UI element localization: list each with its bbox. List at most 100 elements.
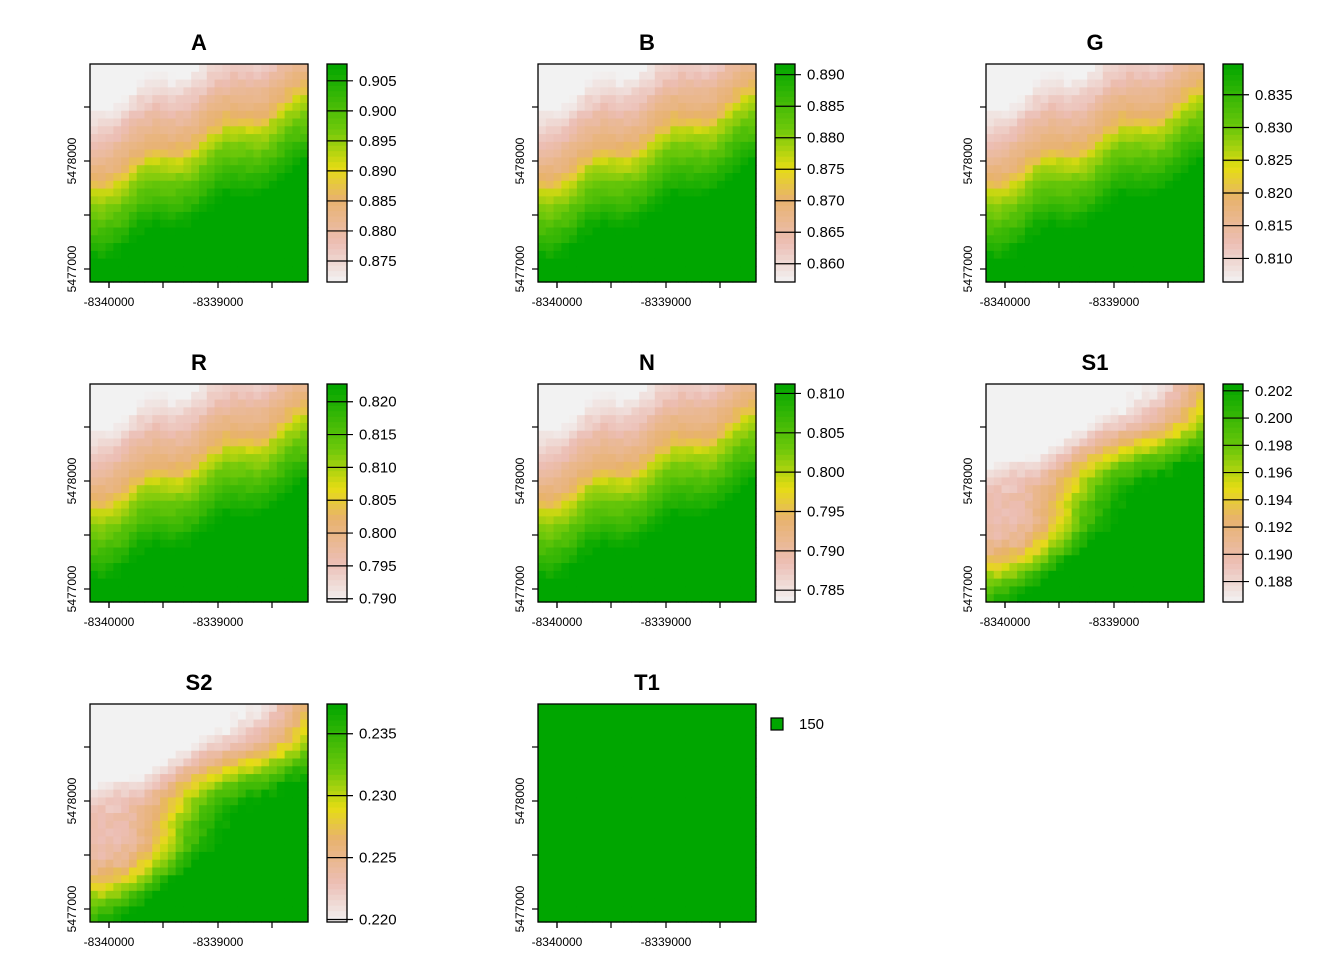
raster-cell xyxy=(608,274,617,283)
raster-cell xyxy=(1110,531,1119,541)
raster-cell xyxy=(608,79,617,88)
raster-cell xyxy=(615,485,625,494)
colorbar-step xyxy=(327,454,347,461)
raster-cell xyxy=(701,64,710,73)
raster-cell xyxy=(631,165,640,174)
raster-cell xyxy=(993,95,1003,104)
raster-cell xyxy=(631,211,640,221)
raster-cell xyxy=(748,469,757,479)
raster-cell xyxy=(90,477,99,486)
raster-cell xyxy=(1040,586,1049,595)
raster-cell xyxy=(1001,180,1010,190)
raster-cell xyxy=(1071,87,1081,96)
raster-cell xyxy=(670,547,679,556)
raster-cell xyxy=(1071,165,1081,174)
raster-cell xyxy=(576,110,586,120)
raster-cell xyxy=(1071,594,1081,603)
raster-cell xyxy=(1024,243,1034,252)
colorbar-step xyxy=(327,85,347,92)
raster-cell xyxy=(1009,219,1018,229)
raster-cell xyxy=(1087,118,1096,127)
raster-cell xyxy=(175,141,185,151)
colorbar-step xyxy=(1223,260,1243,267)
raster-cell xyxy=(670,407,679,416)
raster-cell xyxy=(1087,477,1096,486)
raster-cell xyxy=(1087,126,1096,135)
raster-cell xyxy=(553,570,562,580)
raster-cell xyxy=(732,250,742,260)
raster-cell xyxy=(1133,438,1143,447)
raster-cell xyxy=(230,71,239,81)
colorbar-step xyxy=(327,471,347,478)
raster-cell xyxy=(1087,250,1096,260)
raster-cell xyxy=(993,266,1003,275)
raster-cell xyxy=(600,516,609,525)
raster-cell xyxy=(986,102,995,112)
raster-cell xyxy=(191,134,200,143)
raster-cell xyxy=(709,384,718,393)
raster-cell xyxy=(300,438,309,447)
raster-cell xyxy=(1079,446,1088,455)
colorbar-frame xyxy=(326,383,348,603)
raster-cell xyxy=(615,438,625,447)
raster-cell xyxy=(678,188,687,197)
raster-cell xyxy=(639,173,648,182)
raster-cell xyxy=(1118,196,1127,205)
raster-cell xyxy=(269,188,278,197)
raster-cell xyxy=(105,454,114,463)
raster-cell xyxy=(717,399,726,408)
raster-cell xyxy=(90,95,99,104)
raster-cell xyxy=(1133,454,1143,463)
raster-cell xyxy=(121,524,130,533)
raster-cell xyxy=(569,149,578,159)
raster-cell xyxy=(167,235,177,244)
raster-cell xyxy=(121,165,130,174)
raster-cell xyxy=(121,555,130,564)
raster-cell xyxy=(167,578,177,588)
raster-cell xyxy=(685,422,695,432)
raster-cell xyxy=(1079,539,1088,549)
raster-cell xyxy=(230,250,239,260)
raster-cell xyxy=(245,71,255,81)
raster-cell xyxy=(1056,219,1065,229)
raster-cell xyxy=(569,539,578,549)
raster-cell xyxy=(993,110,1003,120)
raster-cell xyxy=(167,563,177,572)
raster-cell xyxy=(261,157,270,166)
raster-cell xyxy=(1071,485,1081,494)
raster-cell xyxy=(175,274,185,283)
raster-cell xyxy=(1040,110,1049,120)
raster-cell xyxy=(1126,71,1135,81)
raster-cell xyxy=(986,415,995,424)
raster-cell xyxy=(693,274,703,283)
raster-cell xyxy=(1001,407,1010,416)
raster-cell xyxy=(1087,415,1096,424)
raster-cell xyxy=(678,79,687,88)
raster-cell xyxy=(693,79,703,88)
raster-cell xyxy=(701,118,710,127)
raster-cell xyxy=(90,227,99,236)
raster-cell xyxy=(160,430,169,440)
raster-cell xyxy=(600,438,609,447)
raster-cell xyxy=(545,71,555,81)
raster-cell xyxy=(284,477,294,486)
raster-cell xyxy=(569,102,578,112)
raster-cell xyxy=(175,266,185,275)
raster-cell xyxy=(1172,173,1182,182)
raster-cell xyxy=(1102,391,1112,401)
raster-cell xyxy=(631,531,640,541)
raster-cell xyxy=(740,570,749,580)
raster-cell xyxy=(1056,87,1065,96)
raster-cell xyxy=(1188,188,1197,197)
raster-cell xyxy=(222,95,231,104)
raster-cell xyxy=(1110,95,1119,104)
raster-cell xyxy=(748,578,757,588)
raster-cell xyxy=(214,570,223,580)
raster-cell xyxy=(1024,539,1034,549)
raster-cell xyxy=(183,493,192,502)
raster-cell xyxy=(654,126,664,135)
raster-cell xyxy=(199,399,208,408)
raster-cell xyxy=(237,219,247,229)
raster-cell xyxy=(732,422,742,432)
raster-cell xyxy=(647,555,656,564)
